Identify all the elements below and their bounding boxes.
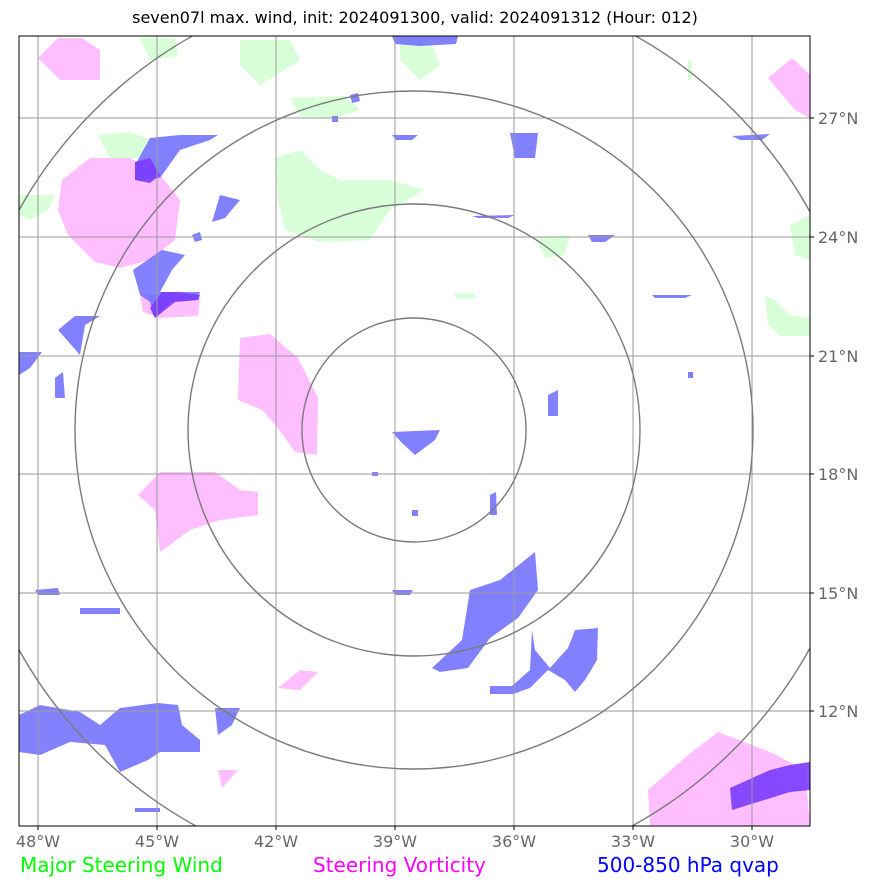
lon-label: 45°W [135,832,179,851]
lon-axis: 48°W 45°W 42°W 39°W 36°W 33°W 30°W [16,826,774,851]
lon-label: 30°W [730,832,774,851]
map-frame [18,35,811,827]
overlap-layer [135,158,810,810]
lat-label: 24°N [818,228,858,247]
graticule [19,36,810,826]
lon-label: 42°W [254,832,298,851]
lat-axis: 27°N 24°N 21°N 18°N 15°N 12°N [810,109,858,721]
lat-label: 12°N [818,702,858,721]
lat-label: 21°N [818,347,858,366]
lat-label: 18°N [818,465,858,484]
lon-label: 33°W [611,832,655,851]
lat-label: 15°N [818,584,858,603]
range-rings [19,36,810,826]
lon-label: 39°W [373,832,417,851]
legend-steering-wind: Major Steering Wind [20,853,223,877]
lon-label: 36°W [492,832,536,851]
legend-qvap: 500-850 hPa qvap [597,853,779,877]
map-title: seven07l max. wind, init: 2024091300, va… [132,8,698,27]
legend-steering-vorticity: Steering Vorticity [313,853,486,877]
lat-label: 27°N [818,109,858,128]
lon-label: 48°W [16,832,60,851]
